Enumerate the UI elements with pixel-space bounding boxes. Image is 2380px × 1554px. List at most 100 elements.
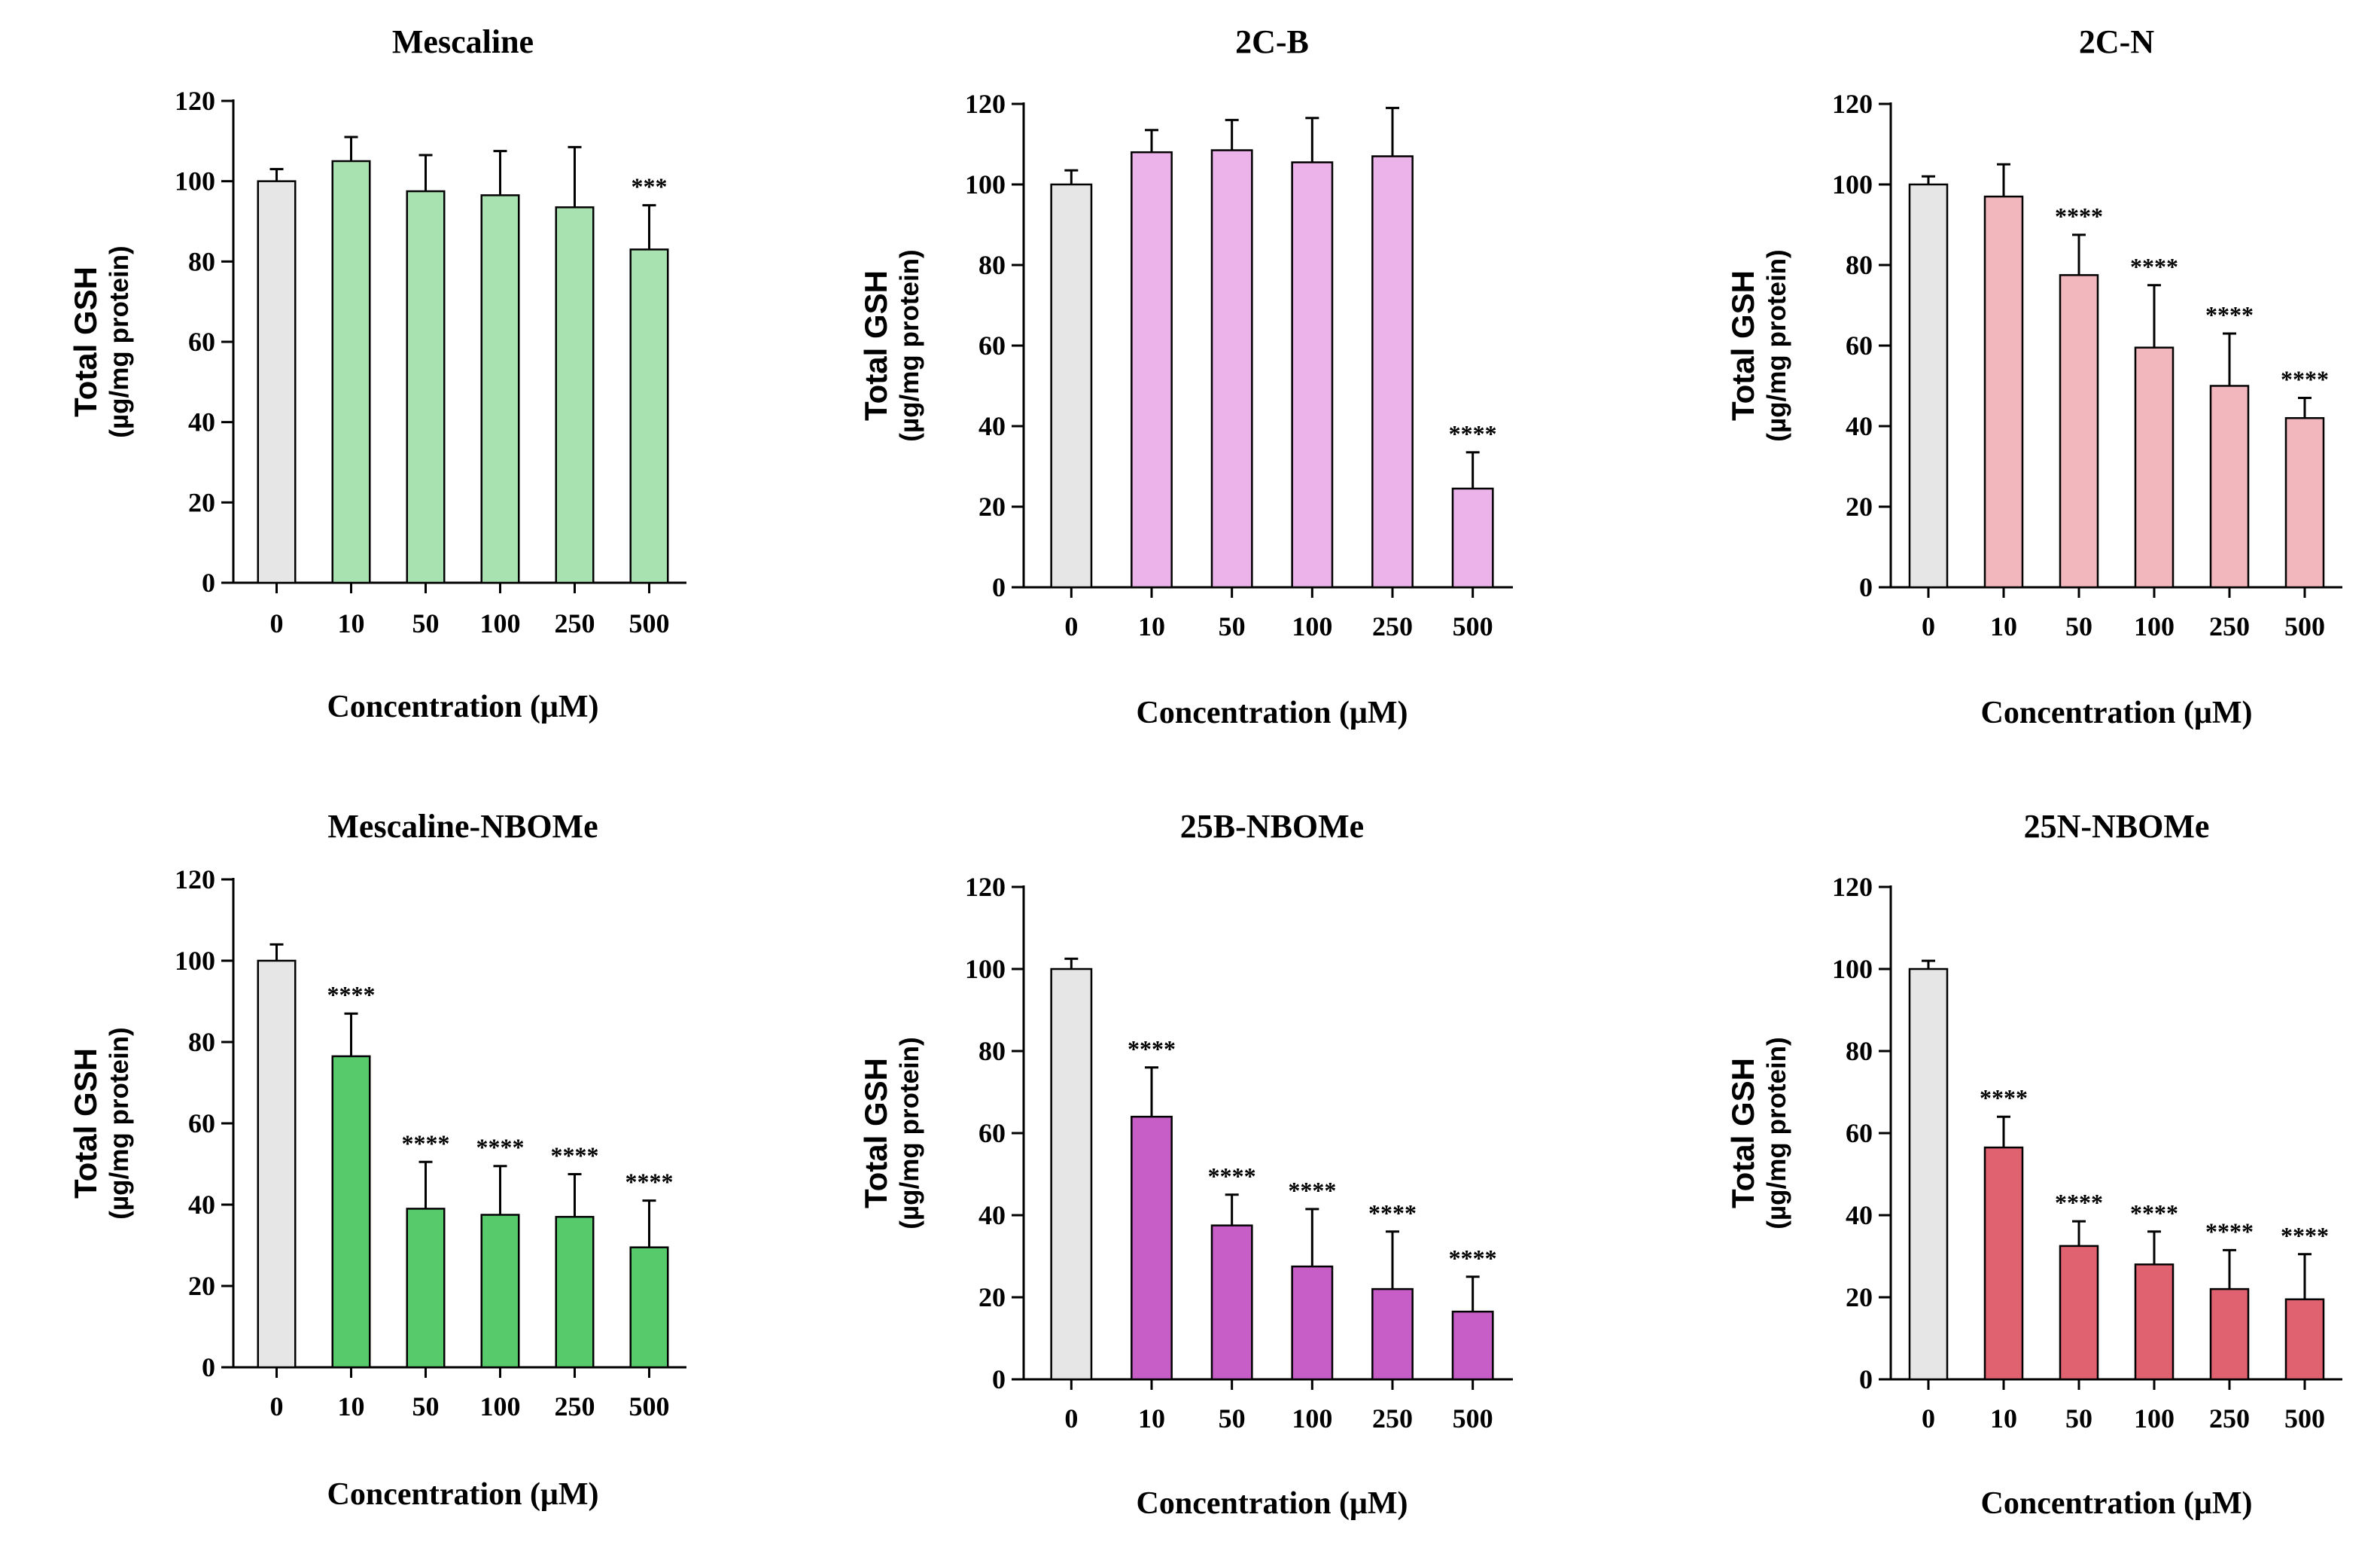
x-tick-label: 10 (1138, 1403, 1165, 1434)
significance-label: **** (2130, 253, 2178, 280)
y-tick-label: 80 (1846, 1036, 1873, 1066)
y-tick-label: 60 (978, 1118, 1006, 1148)
significance-label: **** (2055, 203, 2103, 230)
panel-2c-n: 2C-N Total GSH (µg/mg protein) Concentratio… (1677, 15, 2369, 753)
y-tick-label: 0 (992, 572, 1006, 602)
bar (480, 1214, 520, 1369)
y-tick-label: 60 (978, 331, 1006, 361)
significance-label: *** (632, 173, 668, 200)
y-tick-label: 60 (1846, 331, 1873, 361)
x-tick-label: 100 (480, 1391, 521, 1421)
bar (629, 248, 669, 584)
significance-label: **** (1449, 1245, 1497, 1272)
x-tick-label: 10 (1990, 611, 2017, 641)
x-tick-label: 50 (412, 1391, 440, 1421)
y-tick-label: 20 (188, 487, 215, 517)
x-tick-label: 50 (2065, 1403, 2092, 1434)
y-tick-label: 120 (965, 89, 1006, 119)
y-axis-sublabel: (µg/mg protein) (105, 1027, 134, 1219)
x-tick-label: 100 (480, 608, 521, 638)
x-tick-label: 0 (1064, 1403, 1078, 1434)
bar (257, 180, 297, 584)
bar (1131, 1115, 1173, 1381)
bar (406, 190, 446, 584)
y-axis-sublabel: (µg/mg protein) (105, 245, 134, 437)
y-tick-label: 40 (1846, 411, 1873, 441)
bar (257, 959, 297, 1369)
y-axis-label: Total GSH (68, 267, 103, 417)
y-tick-label: 60 (188, 1108, 215, 1138)
x-tick-label: 500 (629, 608, 670, 638)
x-tick-label: 10 (338, 1391, 365, 1421)
bar (2209, 385, 2250, 589)
y-tick-label: 120 (175, 864, 215, 894)
y-tick-label: 80 (978, 1036, 1006, 1066)
y-tick-label: 20 (1846, 1282, 1873, 1312)
significance-label: **** (1368, 1199, 1417, 1226)
chart-title: 2C-N (2079, 23, 2154, 60)
y-tick-label: 40 (978, 1200, 1006, 1230)
significance-label: **** (1128, 1035, 1176, 1062)
bar (555, 206, 595, 584)
y-tick-label: 80 (188, 246, 215, 276)
x-tick-label: 0 (1922, 1403, 1935, 1434)
x-tick-label: 0 (270, 608, 284, 638)
x-tick-label: 10 (1990, 1403, 2017, 1434)
y-tick-label: 80 (1846, 250, 1873, 280)
y-tick-label: 100 (175, 946, 215, 976)
x-tick-label: 250 (1372, 611, 1413, 641)
x-tick-label: 250 (1372, 1403, 1413, 1434)
chart-title: 2C-B (1235, 23, 1309, 60)
bar (331, 160, 371, 584)
bar (2059, 274, 2099, 589)
x-tick-label: 250 (2209, 611, 2250, 641)
chart-svg: Mescaline-NBOMe Total GSH (µg/mg protein) C… (68, 808, 686, 1512)
significance-label: **** (476, 1134, 525, 1161)
y-tick-label: 40 (188, 407, 215, 437)
bar (555, 1215, 595, 1369)
y-tick-label: 60 (1846, 1118, 1873, 1148)
chart-title: 25N-NBOMe (2024, 808, 2210, 845)
x-tick-label: 0 (1922, 611, 1935, 641)
y-tick-label: 40 (978, 411, 1006, 441)
x-axis-label: Concentration (μM) (1981, 696, 2253, 730)
y-axis-label: Total GSH (68, 1048, 103, 1199)
bar (2284, 1298, 2325, 1381)
y-tick-label: 20 (188, 1271, 215, 1301)
bar (1983, 195, 2024, 589)
x-tick-label: 100 (1292, 1403, 1332, 1434)
y-tick-label: 80 (978, 250, 1006, 280)
y-tick-label: 120 (965, 872, 1006, 902)
panel-25b-nbome: 25B-NBOMe Total GSH (µg/mg protein) Concent… (851, 798, 1618, 1543)
y-axis-label: Total GSH (1725, 270, 1761, 421)
bar (1291, 161, 1334, 589)
y-tick-label: 100 (1832, 954, 1873, 984)
bar (1210, 149, 1253, 589)
chart-svg: Mescaline Total GSH (µg/mg protein) Concent… (68, 23, 686, 724)
panel-mescaline: Mescaline Total GSH (µg/mg protein) Concent… (23, 15, 790, 753)
x-tick-label: 500 (629, 1391, 670, 1421)
y-tick-label: 60 (188, 327, 215, 357)
x-tick-label: 500 (1453, 611, 1493, 641)
bar (1371, 1287, 1414, 1381)
x-tick-label: 50 (1219, 611, 1246, 641)
y-tick-label: 0 (202, 568, 215, 598)
y-axis-label: Total GSH (858, 1058, 893, 1208)
panel-mescaline-nbome: Mescaline-NBOMe Total GSH (µg/mg protein) C… (23, 798, 790, 1543)
panel-2c-b: 2C-B Total GSH (µg/mg protein) Concentratio… (851, 15, 1618, 753)
significance-label: **** (2281, 1222, 2329, 1249)
y-tick-label: 0 (1859, 1364, 1873, 1394)
y-axis-label: Total GSH (858, 270, 893, 421)
bar (2134, 346, 2175, 589)
bar (1371, 155, 1414, 589)
x-tick-label: 100 (2134, 611, 2175, 641)
chart-title: Mescaline-NBOMe (327, 808, 598, 845)
bar (1291, 1265, 1334, 1381)
significance-label: **** (2205, 1217, 2254, 1245)
significance-label: **** (327, 981, 376, 1008)
x-tick-label: 10 (338, 608, 365, 638)
y-axis-sublabel: (µg/mg protein) (895, 249, 924, 441)
y-tick-label: 0 (992, 1364, 1006, 1394)
panel-25n-nbome: 25N-NBOMe Total GSH (µg/mg protein) Concent… (1677, 798, 2369, 1543)
y-tick-label: 120 (1832, 872, 1873, 902)
